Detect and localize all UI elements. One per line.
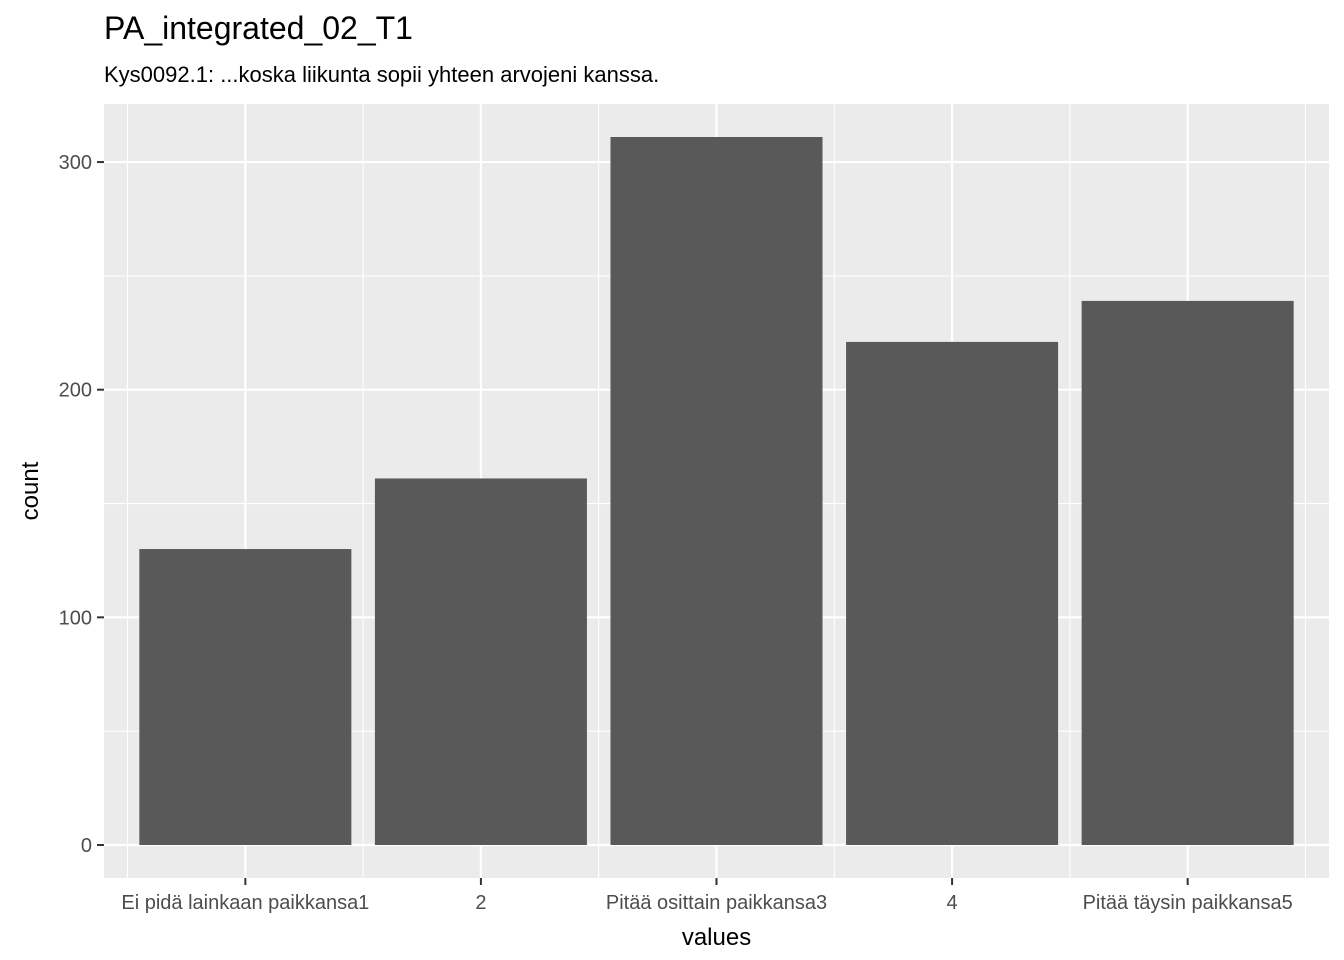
chart-subtitle: Kys0092.1: ...koska liikunta sopii yhtee… [104,62,660,87]
x-axis: Ei pidä lainkaan paikkansa1 2 Pitää ositta… [121,878,1293,914]
x-tick-label: Pitää täysin paikkansa5 [1083,892,1293,914]
x-tick-label: Pitää osittain paikkansa3 [606,892,827,914]
y-tick-label: 300 [59,152,92,174]
x-tick-label: 2 [475,892,486,914]
y-tick-label: 200 [59,380,92,402]
bar [139,549,352,845]
y-tick-label: 100 [59,607,92,629]
y-axis-title: count [17,461,44,520]
x-tick-label: 4 [947,892,958,914]
y-axis: 0 100 200 300 [59,152,104,857]
bars [139,137,1294,845]
bar [374,478,587,845]
x-axis-title: values [682,924,751,951]
bar [610,137,823,845]
bar [846,341,1059,845]
y-tick-label: 0 [81,835,92,857]
bar [1081,300,1294,845]
x-tick-label: Ei pidä lainkaan paikkansa1 [121,892,369,914]
chart-title: PA_integrated_02_T1 [104,10,413,46]
